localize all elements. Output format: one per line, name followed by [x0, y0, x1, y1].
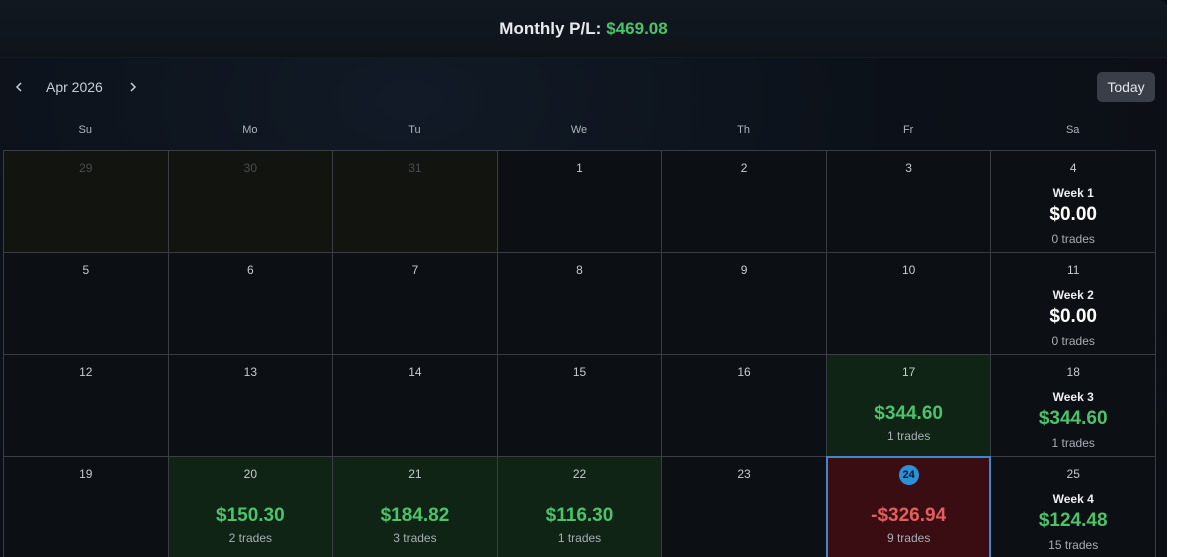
day-number: 15: [572, 365, 587, 379]
day-cell[interactable]: 15: [496, 354, 663, 457]
day-cell[interactable]: 3: [825, 150, 992, 253]
day-number: 2: [740, 161, 748, 175]
day-number: 8: [576, 263, 583, 277]
day-number: 11: [1066, 263, 1080, 277]
day-number: 23: [737, 467, 751, 481]
day-number: 10: [901, 263, 916, 277]
weekday-label: Th: [737, 124, 750, 136]
next-month-button[interactable]: [122, 76, 144, 98]
day-trade-count: 3 trades: [393, 531, 437, 545]
day-trade-count: 1 trades: [886, 429, 931, 443]
day-cell[interactable]: 30: [167, 150, 334, 253]
day-number: 20: [243, 467, 258, 481]
week-label: Week 2: [1052, 288, 1094, 302]
day-cell[interactable]: 20 $150.30 2 trades: [167, 456, 334, 557]
day-number: 9: [740, 263, 748, 277]
day-pl-value: $184.82: [380, 505, 450, 526]
day-number: 1: [576, 161, 583, 175]
day-number: 21: [408, 467, 422, 481]
week-pl-value: $0.00: [1049, 306, 1097, 327]
page-edge: [1167, 0, 1180, 557]
day-number: 4: [1069, 161, 1077, 175]
week-label: Week 1: [1052, 186, 1094, 200]
day-cell[interactable]: 16: [661, 354, 827, 457]
week-label: Week 3: [1052, 390, 1094, 404]
week-pl-value: $124.48: [1038, 510, 1108, 531]
day-pl-value: $116.30: [545, 505, 614, 526]
day-number: 12: [79, 365, 93, 379]
day-cell[interactable]: 31: [332, 150, 498, 253]
day-cell[interactable]: 1: [496, 150, 663, 253]
day-cell[interactable]: 24 -$326.94 9 trades: [825, 456, 992, 557]
weekday-label: Fr: [902, 124, 914, 136]
day-cell[interactable]: 2: [661, 150, 827, 253]
week-trade-count: 1 trades: [1051, 436, 1095, 450]
day-cell[interactable]: 7: [332, 252, 498, 355]
monthly-pl-header: Monthly P/L: $469.08: [0, 0, 1167, 58]
week-summary-cell[interactable]: 4 Week 1 $0.00 0 trades: [990, 150, 1156, 253]
day-number: 22: [572, 467, 587, 481]
monthly-pl-label: Monthly P/L:: [499, 18, 602, 38]
day-number: 16: [737, 365, 751, 379]
day-cell[interactable]: 21 $184.82 3 trades: [332, 456, 498, 557]
day-number: 30: [243, 161, 258, 175]
day-pl-value: $344.60: [874, 403, 943, 424]
week-trade-count: 0 trades: [1051, 232, 1095, 246]
weekday-label: Su: [78, 124, 93, 136]
day-cell[interactable]: 8: [496, 252, 663, 355]
day-number: 19: [79, 467, 93, 481]
previous-month-button[interactable]: [8, 76, 30, 98]
week-label: Week 4: [1052, 492, 1094, 506]
day-number: 31: [408, 161, 422, 175]
weekday-label: Tu: [408, 124, 421, 136]
day-number: 3: [905, 161, 912, 175]
day-number: 17: [901, 365, 916, 379]
day-cell[interactable]: 6: [167, 252, 334, 355]
week-summary-cell[interactable]: 25 Week 4 $124.48 15 trades: [990, 456, 1156, 557]
day-cell[interactable]: 19: [3, 456, 169, 557]
day-number: 25: [1066, 467, 1080, 481]
weekday-label: Sa: [1065, 124, 1080, 136]
week-pl-value: $0.00: [1049, 204, 1097, 225]
day-pl-value: $150.30: [216, 505, 285, 526]
day-cell[interactable]: 12: [3, 354, 169, 457]
week-summary-cell[interactable]: 18 Week 3 $344.60 1 trades: [990, 354, 1156, 457]
day-cell[interactable]: 22 $116.30 1 trades: [496, 456, 663, 557]
week-trade-count: 0 trades: [1051, 334, 1095, 348]
week-summary-cell[interactable]: 11 Week 2 $0.00 0 trades: [990, 252, 1156, 355]
day-cell[interactable]: 9: [661, 252, 827, 355]
current-month-label: Apr 2026: [46, 79, 103, 95]
weekday-header-row: Su Mo Tu We Th Fr Sa: [3, 124, 1155, 136]
today-day-badge: 24: [898, 465, 919, 485]
chevron-left-icon: [15, 82, 22, 92]
day-cell[interactable]: 10: [825, 252, 992, 355]
today-button[interactable]: Today: [1097, 72, 1155, 102]
weekday-label: Mo: [242, 124, 258, 136]
day-cell[interactable]: 14: [332, 354, 498, 457]
calendar-grid: 29 30 31 1 2 3 4 Week 1 $0.00 0 trades 5 6 7 8 9 10 11 We…: [3, 150, 1156, 557]
day-number: 5: [82, 263, 90, 277]
day-cell[interactable]: 13: [167, 354, 334, 457]
day-cell[interactable]: 5: [3, 252, 169, 355]
chevron-right-icon: [130, 82, 137, 92]
day-number: 14: [408, 365, 422, 379]
day-trade-count: 1 trades: [557, 531, 602, 545]
day-number: 18: [1066, 365, 1080, 379]
day-cell[interactable]: 29: [3, 150, 169, 253]
day-trade-count: 2 trades: [228, 531, 273, 545]
day-trade-count: 9 trades: [886, 531, 931, 545]
day-number: 6: [247, 263, 254, 277]
month-navigation: Apr 2026 Today: [0, 72, 1167, 102]
monthly-pl-value: $469.08: [606, 18, 668, 38]
week-trade-count: 15 trades: [1048, 538, 1099, 552]
weekday-label: We: [570, 124, 588, 136]
day-cell[interactable]: 23: [661, 456, 827, 557]
day-number: 13: [243, 365, 258, 379]
day-pl-value: -$326.94: [871, 505, 947, 526]
day-cell[interactable]: 17 $344.60 1 trades: [825, 354, 992, 457]
day-number: 29: [79, 161, 93, 175]
week-pl-value: $344.60: [1038, 408, 1108, 429]
day-number: 7: [411, 263, 419, 277]
